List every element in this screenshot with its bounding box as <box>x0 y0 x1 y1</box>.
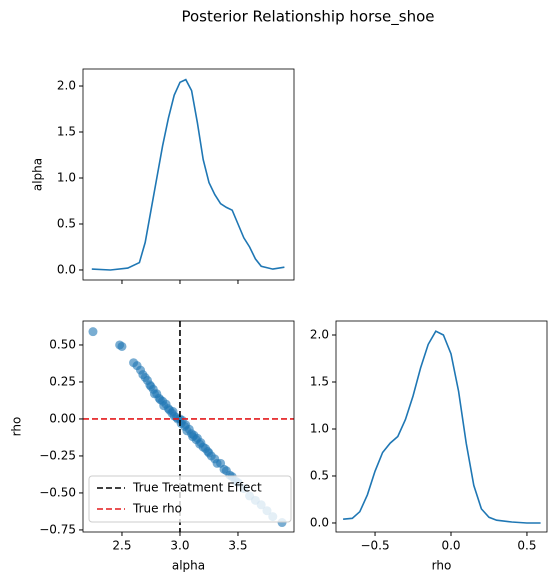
y-tick-label: 0.00 <box>49 411 76 425</box>
y-tick-label: −0.25 <box>39 448 76 462</box>
x-tick-label: 0.0 <box>441 539 460 553</box>
y-tick-label: 1.0 <box>310 421 329 435</box>
x-tick-label: 3.0 <box>170 539 189 553</box>
y-tick-label: 1.5 <box>57 125 76 139</box>
x-tick-label: 2.5 <box>112 539 131 553</box>
y-tick-label: −0.50 <box>39 485 76 499</box>
y-tick-label: 1.5 <box>310 374 329 388</box>
x-axis-label: rho <box>432 559 452 573</box>
x-axis-label: alpha <box>172 559 205 573</box>
legend-box <box>88 475 292 523</box>
y-tick-label: 0.50 <box>49 337 76 351</box>
axes-frame <box>335 320 548 533</box>
y-axis-label: alpha <box>31 158 45 191</box>
axes-frame <box>82 68 295 281</box>
x-tick-label: 3.5 <box>228 539 247 553</box>
x-tick-label: 0.5 <box>517 539 536 553</box>
y-tick-label: 0.0 <box>57 262 76 276</box>
y-tick-label: −0.75 <box>39 522 76 536</box>
axes-frame <box>82 320 295 533</box>
density-line <box>343 330 541 524</box>
plot-area <box>343 330 541 524</box>
y-tick-label: 0.5 <box>310 468 329 482</box>
chart-title: Posterior Relationship horse_shoe <box>181 8 434 27</box>
y-tick-label: 0.25 <box>49 374 76 388</box>
scatter-point <box>117 341 127 351</box>
y-tick-label: 2.0 <box>57 79 76 93</box>
y-tick-label: 1.0 <box>57 170 76 184</box>
legend-label: True Treatment Effect <box>132 481 262 495</box>
x-tick-label: −0.5 <box>360 539 389 553</box>
y-axis-label: rho <box>10 417 24 437</box>
density-line <box>91 78 285 271</box>
legend-label: True rho <box>132 502 182 516</box>
y-tick-label: 2.0 <box>310 328 329 342</box>
scatter-point <box>88 327 98 337</box>
plot-area <box>91 78 285 271</box>
y-tick-label: 0.0 <box>310 515 329 529</box>
y-tick-label: 0.5 <box>57 216 76 230</box>
